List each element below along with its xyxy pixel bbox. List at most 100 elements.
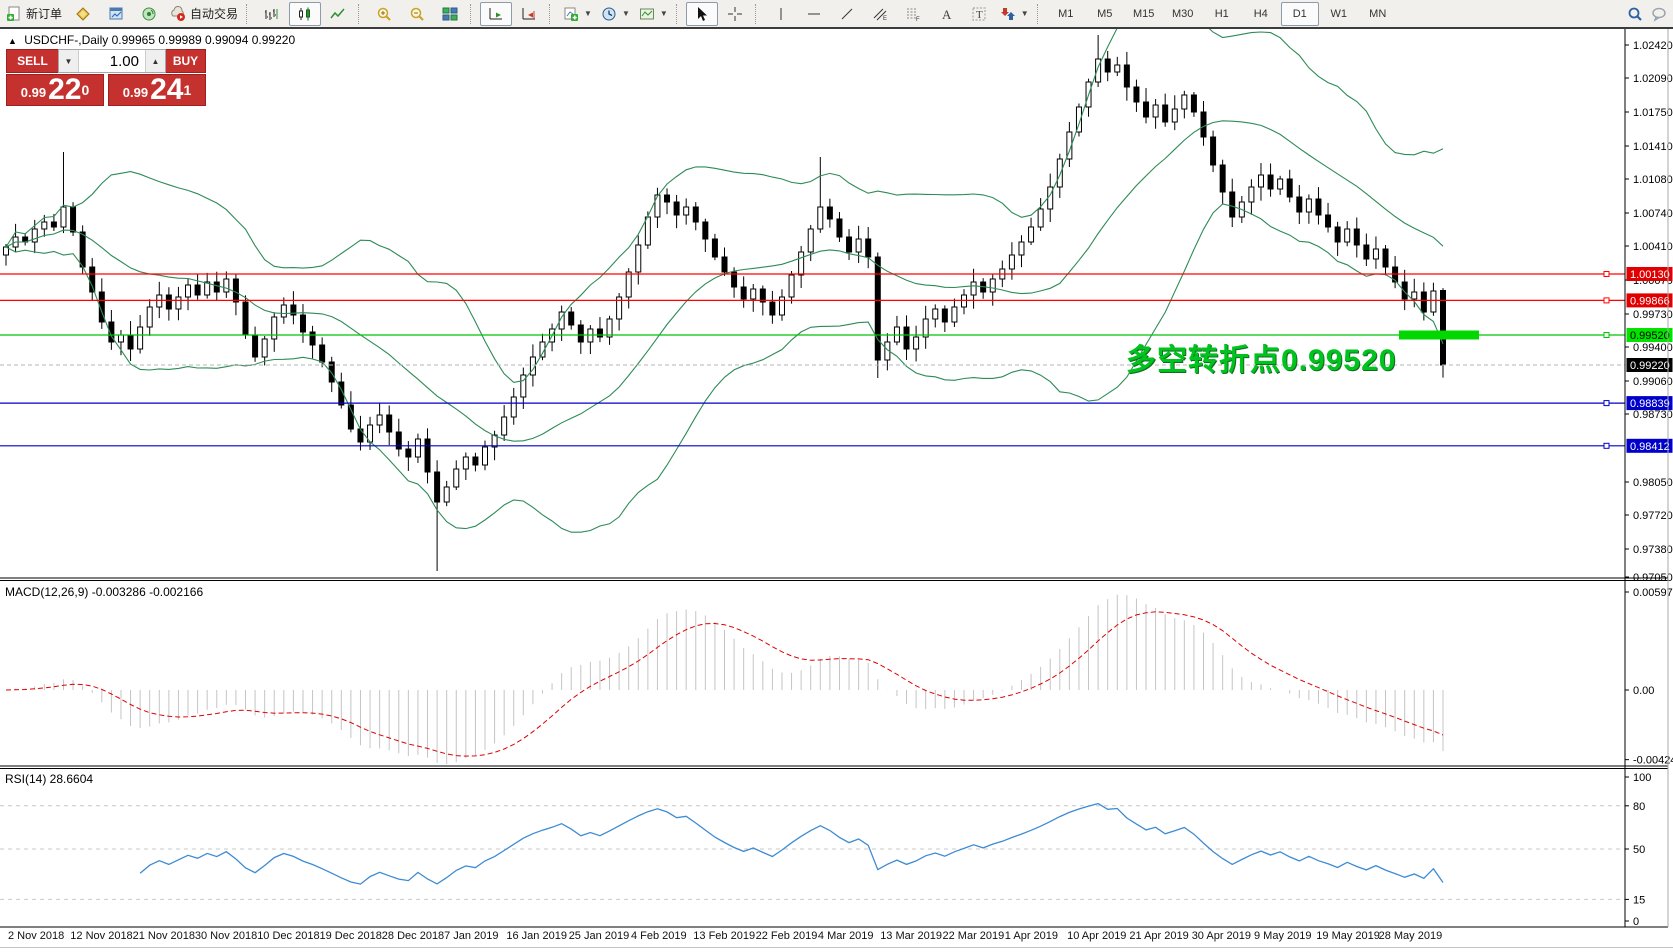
gold-diamond-icon [76, 6, 90, 21]
svg-text:A: A [942, 7, 952, 22]
svg-text:19 Dec 2018: 19 Dec 2018 [320, 930, 382, 942]
crosshair-tool-button[interactable] [719, 2, 751, 26]
svg-text:100: 100 [1633, 772, 1651, 784]
search-icon[interactable] [1627, 6, 1643, 22]
svg-text:16 Jan 2019: 16 Jan 2019 [506, 930, 567, 942]
toolbar-separator [1036, 3, 1043, 24]
volume-increase-button[interactable]: ▲ [145, 50, 165, 72]
tile-windows-button[interactable] [434, 2, 466, 26]
trendline-icon [841, 8, 853, 19]
chart-shift-icon [522, 7, 536, 19]
chart-shift-button[interactable] [513, 2, 545, 26]
text-label-tool-button[interactable]: T [963, 2, 995, 26]
tf-w1-button[interactable]: W1 [1330, 7, 1347, 20]
rsi-label: RSI(14) 28.6604 [5, 772, 94, 786]
svg-text:7 Jan 2019: 7 Jan 2019 [444, 930, 498, 942]
sell-price-pips: 22 [48, 73, 82, 106]
horizontal-line-icon [807, 13, 820, 14]
sell-price-tile[interactable]: 0.99 22 0 [6, 74, 104, 106]
horizontal-line-tool-button[interactable] [798, 2, 830, 26]
svg-text:T: T [976, 9, 983, 21]
buy-price-tile[interactable]: 0.99 24 1 [108, 74, 206, 106]
tf-m15-button[interactable]: M15 [1133, 7, 1155, 20]
text-tool-button[interactable]: A [930, 2, 962, 26]
text-label-icon: T [972, 7, 986, 21]
chat-icon[interactable] [1651, 6, 1667, 22]
dropdown-arrow-icon: ▼ [659, 9, 668, 18]
svg-text:0.98050: 0.98050 [1633, 477, 1673, 489]
svg-text:0.00597: 0.00597 [1633, 587, 1673, 599]
toolbar-separator [675, 3, 682, 24]
sell-button[interactable]: SELL [6, 49, 58, 73]
svg-text:10 Dec 2018: 10 Dec 2018 [257, 930, 319, 942]
tf-m30-button[interactable]: M30 [1172, 7, 1194, 20]
channel-tool-button[interactable]: E [864, 2, 896, 26]
sell-price-figure: 0.99 [20, 85, 47, 100]
zoom-in-button[interactable] [368, 2, 400, 26]
vertical-line-tool-button[interactable] [765, 2, 797, 26]
tf-h1-button[interactable]: H1 [1214, 7, 1229, 20]
market-watch-button[interactable] [100, 2, 132, 26]
indicators-button[interactable]: ▼ [559, 2, 596, 26]
volume-input[interactable]: 1.00 [109, 52, 139, 70]
auto-scroll-button[interactable] [480, 1, 513, 26]
svg-text:25 Jan 2019: 25 Jan 2019 [569, 930, 630, 942]
volume-decrease-button[interactable]: ▼ [59, 50, 79, 72]
tf-d1-button[interactable]: D1 [1280, 1, 1319, 26]
tf-mn-button[interactable]: MN [1369, 7, 1387, 20]
svg-text:E: E [883, 16, 887, 22]
line-chart-button[interactable] [322, 2, 354, 26]
svg-text:0: 0 [1633, 916, 1639, 928]
toolbar-separator [549, 3, 555, 24]
toolbar-separator [754, 3, 761, 24]
tf-m5-button[interactable]: M5 [1097, 7, 1113, 20]
tf-h4-button[interactable]: H4 [1253, 7, 1268, 20]
dropdown-arrow-icon: ▼ [621, 9, 630, 18]
autotrade-icon [171, 5, 186, 21]
svg-text:13 Feb 2019: 13 Feb 2019 [693, 930, 755, 942]
svg-text:0.97380: 0.97380 [1633, 544, 1673, 556]
bar-chart-button[interactable] [256, 2, 288, 26]
macd-label: MACD(12,26,9) -0.003286 -0.002166 [5, 585, 204, 599]
cursor-tool-button[interactable] [685, 1, 718, 26]
autotrade-label: 自动交易 [190, 7, 239, 21]
bar-chart-icon [265, 8, 278, 20]
svg-text:1.00410: 1.00410 [1633, 241, 1673, 253]
collapse-panel-icon[interactable]: ▲ [8, 36, 17, 46]
periods-button[interactable]: ▼ [597, 2, 634, 26]
svg-text:1.00130: 1.00130 [1630, 269, 1670, 281]
svg-text:30 Nov 2018: 30 Nov 2018 [195, 930, 257, 942]
new-order-button[interactable]: 新订单 [2, 2, 66, 26]
signals-button[interactable] [133, 2, 165, 26]
fibonacci-tool-button[interactable]: F [897, 2, 929, 26]
candlestick-chart-button[interactable] [289, 1, 322, 26]
svg-text:80: 80 [1633, 801, 1645, 813]
svg-text:0.97720: 0.97720 [1633, 510, 1673, 522]
tf-m1-button[interactable]: M1 [1058, 7, 1074, 20]
svg-text:1 Apr 2019: 1 Apr 2019 [1005, 930, 1058, 942]
svg-text:0.00: 0.00 [1633, 685, 1654, 697]
date-axis: 2 Nov 2018 12 Nov 2018 21 Nov 2018 30 Nov 2… [0, 930, 1673, 948]
svg-text:F: F [916, 17, 920, 22]
arrows-tool-button[interactable]: ▼ [996, 2, 1033, 26]
zoom-in-icon [377, 7, 391, 21]
svg-text:0.98839: 0.98839 [1630, 398, 1670, 410]
buy-price-figure: 0.99 [122, 85, 149, 100]
history-center-button[interactable] [67, 2, 99, 26]
candlestick-chart-icon [299, 7, 311, 20]
indicators-icon [564, 7, 579, 21]
svg-text:9 May 2019: 9 May 2019 [1254, 930, 1311, 942]
trendline-tool-button[interactable] [831, 2, 863, 26]
svg-text:1.02090: 1.02090 [1633, 73, 1673, 85]
templates-button[interactable]: ▼ [635, 2, 672, 26]
buy-button[interactable]: BUY [166, 49, 206, 73]
autotrade-button[interactable]: 自动交易 [166, 2, 242, 26]
turning-point-annotation[interactable]: 多空转折点0.99520 [1126, 344, 1397, 377]
text-icon: A [942, 7, 952, 22]
svg-text:0.99400: 0.99400 [1633, 342, 1673, 354]
chart-window-icon [109, 7, 123, 19]
chart-title: ▲ USDCHF-,Daily 0.99965 0.99989 0.99094 … [8, 33, 295, 47]
svg-text:0.98730: 0.98730 [1633, 409, 1673, 421]
zoom-out-button[interactable] [401, 2, 433, 26]
